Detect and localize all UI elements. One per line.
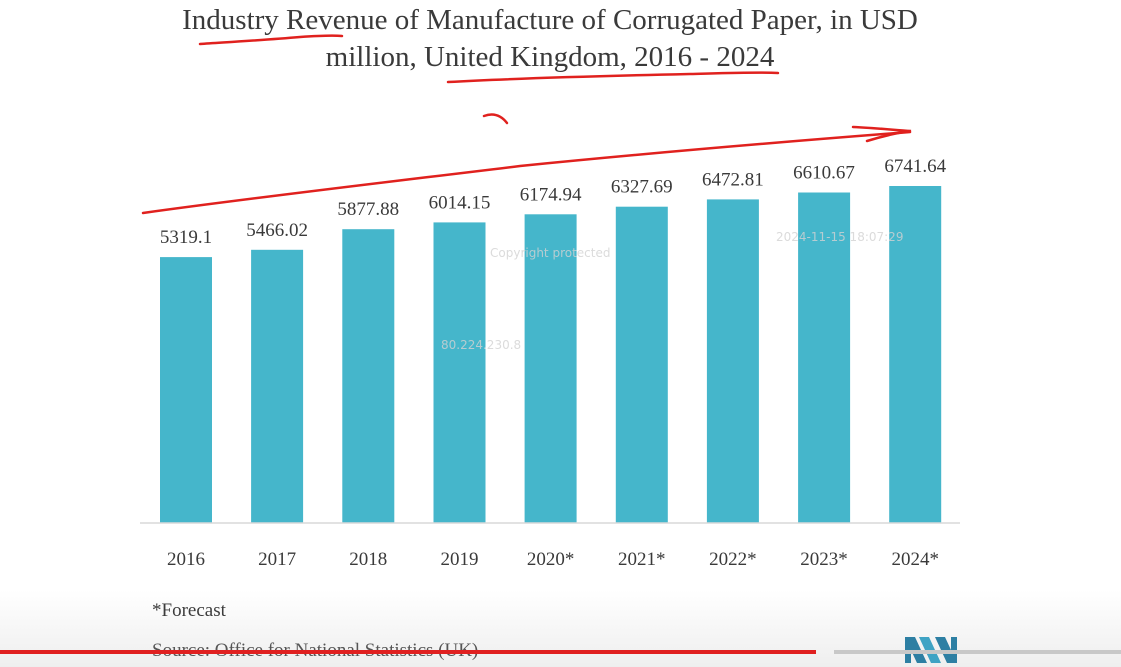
- x-tick-label-2019: 2019: [440, 549, 478, 570]
- handwritten-annotations: [141, 34, 912, 215]
- ip-watermark: 80.224.230.8: [441, 338, 522, 352]
- value-label-2023*: 6610.67: [793, 163, 855, 184]
- value-label-2022*: 6472.81: [702, 169, 764, 190]
- value-label-2020*: 6174.94: [520, 184, 582, 205]
- bar-2016: [160, 257, 212, 523]
- video-progress-remaining[interactable]: [834, 650, 1121, 654]
- value-labels-group: 5319.1 5466.02 5877.88 6014.15 6174.94 6327.6…: [160, 156, 947, 248]
- bar-2019: [433, 222, 486, 523]
- copyright-watermark: Copyright protected: [490, 246, 611, 260]
- tick-labels-group: 2016 2017 2018 2019 2020* 2021* 2022* 2023* 2024…: [167, 549, 939, 570]
- annotation-underline-country: [446, 71, 780, 84]
- bar-2018: [342, 229, 395, 523]
- timestamp-watermark: 2024-11-15 18:07:29: [776, 230, 904, 244]
- video-progress-bar[interactable]: [0, 650, 816, 654]
- bar-2022*: [706, 199, 759, 523]
- value-label-2021*: 6327.69: [611, 177, 673, 198]
- value-label-2024*: 6741.64: [884, 156, 946, 177]
- chart-title: Industry Revenue of Manufacture of Corru…: [120, 2, 980, 76]
- bar-2021*: [615, 206, 668, 523]
- value-label-2019: 6014.15: [429, 192, 491, 213]
- chart-title-line-1: Industry Revenue of Manufacture of Corru…: [182, 4, 918, 36]
- bar-2020*: [524, 214, 577, 524]
- x-tick-label-2023*: 2023*: [800, 549, 848, 570]
- annotation-trend-arrow: [141, 130, 912, 215]
- chart-title-line-2: million, United Kingdom, 2016 - 2024: [325, 41, 775, 73]
- annotation-arrow-head: [851, 125, 912, 143]
- value-label-2017: 5466.02: [246, 220, 308, 241]
- x-tick-label-2016: 2016: [167, 549, 205, 570]
- x-tick-label-2021*: 2021*: [618, 549, 666, 570]
- x-tick-label-2018: 2018: [349, 549, 387, 570]
- bar-2024*: [889, 186, 942, 523]
- x-tick-label-2022*: 2022*: [709, 549, 757, 570]
- x-tick-label-2017: 2017: [258, 549, 296, 570]
- annotation-tick-mark: [482, 113, 509, 125]
- x-tick-label-2020*: 2020*: [527, 549, 575, 570]
- value-label-2016: 5319.1: [160, 227, 212, 248]
- value-label-2018: 5877.88: [337, 199, 399, 220]
- bar-2023*: [798, 192, 851, 523]
- x-tick-label-2024*: 2024*: [891, 549, 939, 570]
- forecast-footnote: *Forecast: [152, 600, 226, 621]
- bar-2017: [251, 249, 304, 524]
- annotation-underline-industry: [198, 34, 344, 46]
- bars-group: [160, 186, 942, 524]
